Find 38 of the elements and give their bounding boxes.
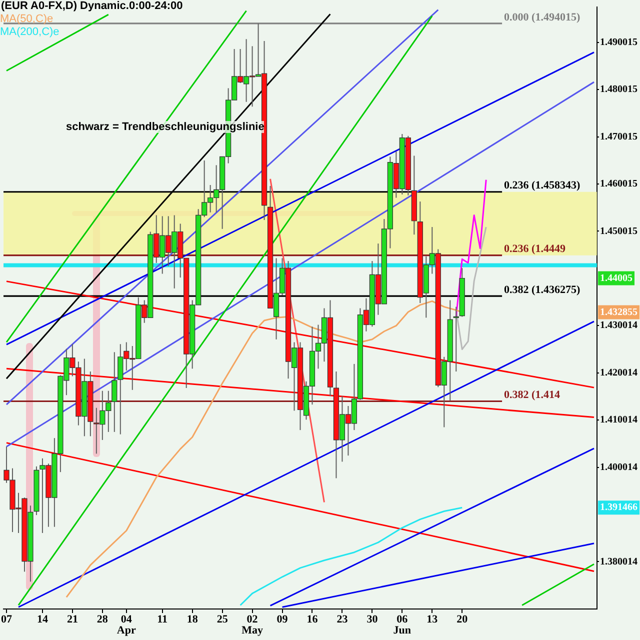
- x-tick-label: 16: [306, 613, 318, 626]
- y-tick-label: 1.430014: [600, 320, 638, 332]
- x-tick-label: 06 Jun: [393, 613, 412, 636]
- annotation: 1.432855: [600, 306, 638, 318]
- x-tick-label: 23: [336, 613, 348, 626]
- y-tick-label: 1.410014: [600, 414, 638, 426]
- x-tick-label: 20: [456, 613, 468, 626]
- x-tick-label: 30: [366, 613, 378, 626]
- x-tick-label: 21: [66, 613, 78, 626]
- x-tick-label: 09: [276, 613, 288, 626]
- y-tick-label: 1.450015: [600, 226, 638, 237]
- annotation: schwarz = Trendbeschleunigungslinie: [66, 121, 264, 133]
- y-tick-label: 1.380014: [600, 556, 638, 568]
- x-tick-label: 02 May: [242, 613, 264, 636]
- x-tick-label: 11: [157, 613, 168, 626]
- ref-line-label: 0.236 (1.4449: [504, 243, 566, 256]
- y-tick-label: 1.480015: [600, 84, 638, 96]
- ref-line-label: 0.382 (1.414: [504, 389, 560, 402]
- annotation: 1.391466: [600, 502, 638, 514]
- x-tick-label: 13: [426, 613, 438, 626]
- annotation: 1.44005: [600, 272, 632, 284]
- text: MA(200,C)e: [0, 26, 60, 39]
- x-tick-label: 04 Apr: [116, 613, 136, 636]
- x-tick-label: 25: [216, 613, 228, 626]
- chart-title: (EUR A0-FX,D) Dynamic.0:00-24:00: [1, 0, 183, 12]
- y-tick-label: 1.460015: [600, 178, 638, 190]
- x-tick-label: 07: [1, 613, 12, 626]
- y-tick-label: 1.400014: [600, 462, 638, 473]
- x-tick-label: 18: [186, 613, 198, 626]
- ref-line-label: 0.000 (1.494015): [504, 11, 580, 24]
- y-tick-label: 1.490015: [600, 36, 638, 48]
- y-tick-label: 1.470015: [600, 131, 638, 142]
- ref-line-label: 0.236 (1.458343): [504, 180, 580, 192]
- x-tick-label: 28: [96, 613, 108, 626]
- y-tick-label: 1.420014: [600, 367, 638, 378]
- x-tick-label: 14: [36, 613, 48, 626]
- text: MA(50,C)e: [0, 13, 54, 26]
- ref-line-label: 0.382 (1.436275): [504, 284, 580, 296]
